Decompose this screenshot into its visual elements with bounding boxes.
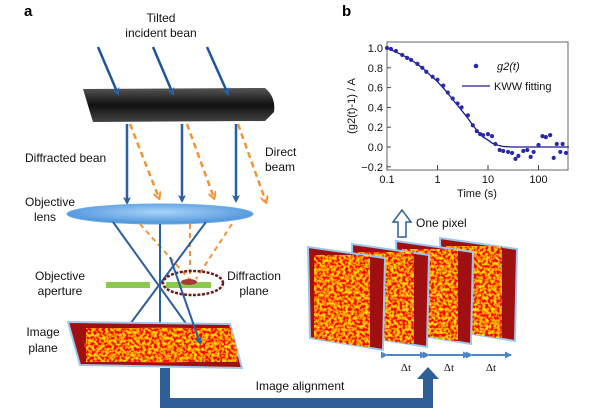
one-pixel-label: One pixel bbox=[416, 216, 467, 230]
data-point bbox=[543, 135, 548, 140]
image-plane-label-1: Image bbox=[26, 325, 60, 339]
data-point bbox=[420, 65, 425, 70]
legend: g2(t) KWW fitting bbox=[462, 61, 551, 93]
data-point bbox=[554, 141, 559, 147]
x-tick-label: 1 bbox=[434, 174, 440, 186]
data-point bbox=[493, 141, 498, 147]
y-tick-label: 1.0 bbox=[368, 43, 383, 55]
direct-beam-label-2: beam bbox=[265, 160, 295, 174]
x-tick-label: 10 bbox=[482, 174, 494, 186]
data-point bbox=[548, 133, 553, 138]
data-point bbox=[551, 155, 556, 160]
data-point bbox=[528, 154, 533, 159]
data-point bbox=[521, 148, 526, 154]
data-point bbox=[536, 142, 541, 148]
data-point bbox=[455, 101, 460, 106]
aperture-label-1: Objective bbox=[35, 269, 85, 283]
y-axis-label: (g2(t)-1) / A bbox=[346, 78, 358, 134]
incident-beam-label-1: Tilted bbox=[147, 11, 176, 25]
data-point bbox=[474, 129, 479, 134]
data-point bbox=[481, 133, 486, 138]
objective-lens-label-2: lens bbox=[34, 210, 56, 224]
y-tick-label: 0.2 bbox=[368, 122, 383, 134]
image-frame-stack bbox=[306, 236, 519, 352]
data-point bbox=[505, 149, 511, 155]
data-point bbox=[540, 134, 545, 139]
data-point bbox=[509, 150, 515, 156]
data-point bbox=[531, 149, 536, 155]
diffraction-plane-label-1: Diffraction bbox=[227, 269, 281, 283]
diffracted-beam-arrows bbox=[123, 124, 240, 205]
data-point bbox=[563, 150, 569, 156]
delta-t-label-1: Δt bbox=[401, 362, 411, 374]
y-tick-label: 0.8 bbox=[368, 63, 383, 75]
data-point bbox=[404, 55, 410, 61]
data-point bbox=[388, 46, 394, 52]
data-point bbox=[445, 90, 450, 95]
y-tick-label: 0.6 bbox=[368, 83, 383, 95]
x-tick-label: 0.1 bbox=[379, 174, 394, 186]
image-alignment-label: Image alignment bbox=[256, 379, 345, 393]
one-pixel-arrow-icon bbox=[391, 208, 413, 238]
data-point bbox=[465, 113, 471, 118]
y-tick-label: 0.4 bbox=[368, 102, 383, 114]
incident-beam-arrows bbox=[96, 46, 230, 96]
legend-line-label: KWW fitting bbox=[494, 81, 551, 93]
diffraction-spot bbox=[181, 279, 197, 285]
x-axis-label: Time (s) bbox=[457, 188, 497, 200]
aperture-right bbox=[166, 282, 211, 288]
diffracted-beam-label: Diffracted bean bbox=[25, 151, 106, 165]
sample-bar bbox=[83, 88, 275, 122]
y-tick-label: −0.2 bbox=[361, 162, 383, 174]
diffraction-ring bbox=[161, 269, 225, 297]
data-point bbox=[450, 96, 455, 101]
data-point bbox=[516, 153, 521, 159]
g2-chart: 1.0 0.8 0.6 0.4 0.2 0.0 −0.20.1 1 10 100 Time (s)… bbox=[346, 41, 569, 200]
objective-lens bbox=[66, 203, 254, 225]
aperture-left bbox=[106, 282, 150, 288]
diffraction-plane-label-2: plane bbox=[239, 284, 269, 298]
objective-lens-label-1: Objective bbox=[25, 195, 75, 209]
data-point bbox=[470, 123, 475, 128]
direct-beam-arrows bbox=[128, 123, 266, 202]
data-point bbox=[430, 74, 435, 79]
data-point bbox=[393, 48, 398, 54]
data-point bbox=[558, 149, 563, 155]
data-point bbox=[525, 147, 530, 153]
data-point bbox=[497, 147, 502, 153]
panel-a-label: a bbox=[24, 3, 33, 20]
direct-beam-label-1: Direct bbox=[265, 145, 297, 159]
image-alignment-arrow bbox=[160, 367, 439, 408]
data-point bbox=[485, 132, 491, 137]
data-point bbox=[489, 134, 495, 139]
delta-t-label-3: Δt bbox=[486, 362, 496, 374]
image-frame bbox=[306, 245, 387, 352]
data-point bbox=[408, 57, 414, 62]
data-point bbox=[415, 61, 420, 66]
legend-points-label: g2(t) bbox=[497, 61, 520, 73]
image-plane bbox=[66, 256, 244, 370]
aperture-label-2: aperture bbox=[38, 284, 83, 298]
panel-b-label: b bbox=[342, 3, 351, 20]
data-point bbox=[435, 77, 440, 82]
y-tick-label: 0.0 bbox=[368, 142, 383, 154]
legend-point-marker bbox=[473, 63, 479, 69]
data-point bbox=[560, 141, 565, 147]
data-point bbox=[501, 148, 506, 154]
incident-beam-label-2: incident bean bbox=[125, 26, 196, 40]
x-tick-label: 100 bbox=[529, 174, 547, 186]
data-point bbox=[384, 45, 390, 51]
data-point bbox=[424, 69, 429, 74]
data-point bbox=[400, 52, 405, 58]
image-plane-label-2: plane bbox=[28, 341, 58, 355]
delta-t-label-2: Δt bbox=[444, 362, 454, 374]
plot-frame bbox=[386, 41, 569, 171]
data-point bbox=[441, 83, 446, 88]
data-point bbox=[513, 156, 518, 161]
data-point bbox=[459, 105, 464, 110]
